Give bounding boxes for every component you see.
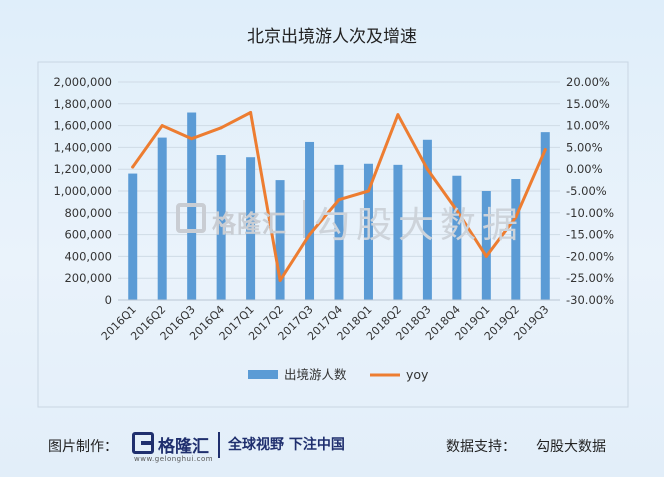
- right-tick-label: -15.00%: [566, 228, 614, 242]
- footer-logo-url: www.gelonghui.com: [134, 455, 214, 463]
- bar: [393, 164, 403, 300]
- left-tick-label: 800,000: [64, 206, 112, 220]
- bar: [305, 141, 315, 300]
- right-y-axis: -30.00% -25.00% -20.00% -15.00% -10.00% -5.00…: [566, 75, 614, 307]
- watermark-logo-icon: [176, 203, 206, 233]
- bar: [334, 164, 344, 300]
- line-point: [396, 113, 400, 117]
- line-point: [425, 167, 429, 171]
- bar: [511, 179, 521, 300]
- watermark-logo-text: 格隆汇: [212, 210, 287, 238]
- bar: [275, 180, 285, 300]
- line-series: [131, 111, 547, 282]
- footer-logo-text: 格隆汇: [158, 437, 209, 457]
- left-tick-label: 200,000: [64, 271, 112, 285]
- legend-bar-label: 出境游人数: [284, 367, 347, 382]
- line-point: [337, 198, 341, 202]
- watermark-brand: 勾股大数据: [314, 205, 525, 246]
- footer-made-by-label: 图片制作：: [48, 439, 118, 455]
- line-point: [484, 254, 488, 258]
- plot-frame: [37, 61, 629, 408]
- bar-series: [128, 112, 550, 301]
- footer-support-label: 数据支持：: [446, 439, 516, 455]
- left-y-axis: 0 200,000 400,000 600,000 800,000 1,000,000 1,…: [53, 75, 112, 307]
- right-tick-label: 15.00%: [566, 97, 610, 111]
- line-point: [219, 126, 223, 130]
- bar: [452, 175, 462, 300]
- bar: [481, 191, 491, 300]
- left-tick-label: 400,000: [64, 249, 112, 263]
- bar: [157, 137, 167, 300]
- right-tick-label: -20.00%: [566, 249, 614, 263]
- left-tick-label: 600,000: [64, 228, 112, 242]
- line-point: [543, 148, 547, 152]
- bar: [422, 139, 432, 300]
- chart-title: 北京出境游人次及增速: [247, 27, 417, 47]
- left-tick-label: 1,400,000: [53, 140, 112, 154]
- right-tick-label: 5.00%: [566, 140, 603, 154]
- line-point: [455, 209, 459, 213]
- left-tick-label: 0: [105, 293, 112, 307]
- x-axis: 2016Q12016Q22016Q32016Q42017Q12017Q22017…: [99, 299, 560, 343]
- line-point: [308, 233, 312, 237]
- right-tick-label: 0.00%: [566, 162, 603, 176]
- gelonghui-logo-icon: [132, 432, 154, 454]
- left-tick-label: 1,600,000: [53, 119, 112, 133]
- line-point: [249, 111, 253, 115]
- left-tick-label: 2,000,000: [53, 75, 112, 89]
- footer-divider: [218, 432, 220, 458]
- bar: [363, 163, 373, 300]
- legend-bar-swatch: [248, 370, 278, 379]
- bar: [540, 132, 550, 300]
- line-point: [278, 278, 282, 282]
- right-tick-label: 20.00%: [566, 75, 610, 89]
- right-tick-label: 10.00%: [566, 119, 610, 133]
- line-point: [131, 165, 135, 169]
- legend: 出境游人数 yoy: [248, 367, 429, 382]
- bar: [216, 155, 226, 300]
- right-tick-label: -10.00%: [566, 206, 614, 220]
- line-point: [190, 137, 194, 141]
- left-tick-label: 1,000,000: [53, 184, 112, 198]
- line-point: [514, 215, 518, 219]
- right-tick-label: -5.00%: [566, 184, 607, 198]
- left-tick-label: 1,200,000: [53, 162, 112, 176]
- line-point: [366, 189, 370, 193]
- footer-slogan: 全球视野 下注中国: [228, 437, 345, 453]
- right-tick-label: -25.00%: [566, 271, 614, 285]
- right-tick-label: -30.00%: [566, 293, 614, 307]
- line-point: [160, 124, 164, 128]
- legend-line-label: yoy: [406, 367, 429, 382]
- watermark-divider: [303, 200, 305, 238]
- bar: [246, 157, 256, 300]
- bar: [128, 173, 138, 300]
- footer-support-value: 勾股大数据: [536, 439, 606, 455]
- left-tick-label: 1,800,000: [53, 97, 112, 111]
